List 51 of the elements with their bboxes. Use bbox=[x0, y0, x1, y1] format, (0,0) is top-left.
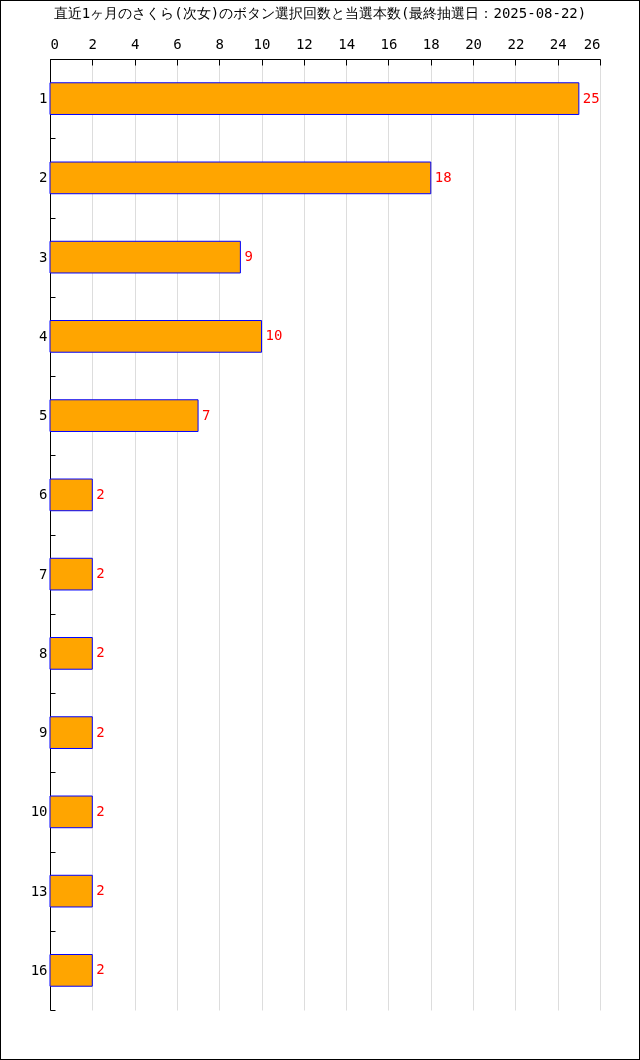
data-label: 2 bbox=[96, 961, 105, 978]
x-tick-label: 24 bbox=[549, 35, 567, 52]
x-tick-label: 10 bbox=[253, 35, 271, 52]
bar bbox=[49, 399, 199, 432]
y-tick-label: 10 bbox=[30, 803, 48, 820]
y-tick-label: 7 bbox=[39, 565, 48, 582]
data-label: 9 bbox=[244, 248, 253, 265]
y-tick-label: 5 bbox=[39, 407, 48, 424]
x-tick-label: 2 bbox=[88, 35, 98, 52]
x-tick-label: 22 bbox=[507, 35, 525, 52]
y-tick-label: 16 bbox=[30, 961, 48, 978]
y-tick-label: 9 bbox=[39, 724, 48, 741]
data-label: 18 bbox=[434, 168, 452, 185]
x-tick-label: 20 bbox=[465, 35, 483, 52]
y-tick-label: 4 bbox=[39, 327, 48, 344]
y-tick-label: 6 bbox=[39, 486, 48, 503]
data-label: 2 bbox=[96, 644, 105, 661]
x-tick-label: 8 bbox=[215, 35, 224, 52]
bar bbox=[49, 637, 93, 670]
x-tick-label: 18 bbox=[422, 35, 440, 52]
x-tick-label: 12 bbox=[295, 35, 313, 52]
x-tick-label: 0 bbox=[50, 35, 59, 52]
x-tick-label: 4 bbox=[130, 35, 140, 52]
data-label: 2 bbox=[96, 882, 105, 899]
y-tick-label: 8 bbox=[39, 644, 48, 661]
y-tick-label: 13 bbox=[30, 882, 48, 899]
y-tick-label: 3 bbox=[39, 248, 48, 265]
bar bbox=[49, 240, 241, 274]
bar bbox=[49, 478, 93, 512]
chart-title: 直近1ヶ月のさくら(次女)のボタン選択回数と当選本数(最終抽選日：2025-08-22) bbox=[53, 5, 587, 21]
data-label: 2 bbox=[96, 723, 105, 740]
data-label: 2 bbox=[96, 485, 105, 502]
bar bbox=[49, 161, 432, 195]
bar bbox=[49, 954, 93, 987]
bar bbox=[49, 82, 580, 115]
x-tick-label: 14 bbox=[338, 35, 356, 52]
x-tick-label: 16 bbox=[380, 35, 398, 52]
y-tick-label: 2 bbox=[39, 169, 48, 186]
bar bbox=[49, 716, 93, 749]
bar bbox=[49, 795, 93, 829]
data-label: 2 bbox=[96, 565, 105, 582]
x-tick-label: 6 bbox=[173, 35, 182, 52]
x-tick-label: 26 bbox=[583, 35, 601, 52]
data-label: 7 bbox=[202, 406, 211, 423]
data-label: 10 bbox=[265, 327, 283, 344]
data-label: 2 bbox=[96, 802, 105, 819]
data-label: 25 bbox=[582, 89, 600, 106]
y-tick-label: 1 bbox=[39, 90, 48, 107]
bar bbox=[49, 320, 263, 353]
bar bbox=[49, 874, 93, 908]
bar bbox=[49, 557, 93, 591]
